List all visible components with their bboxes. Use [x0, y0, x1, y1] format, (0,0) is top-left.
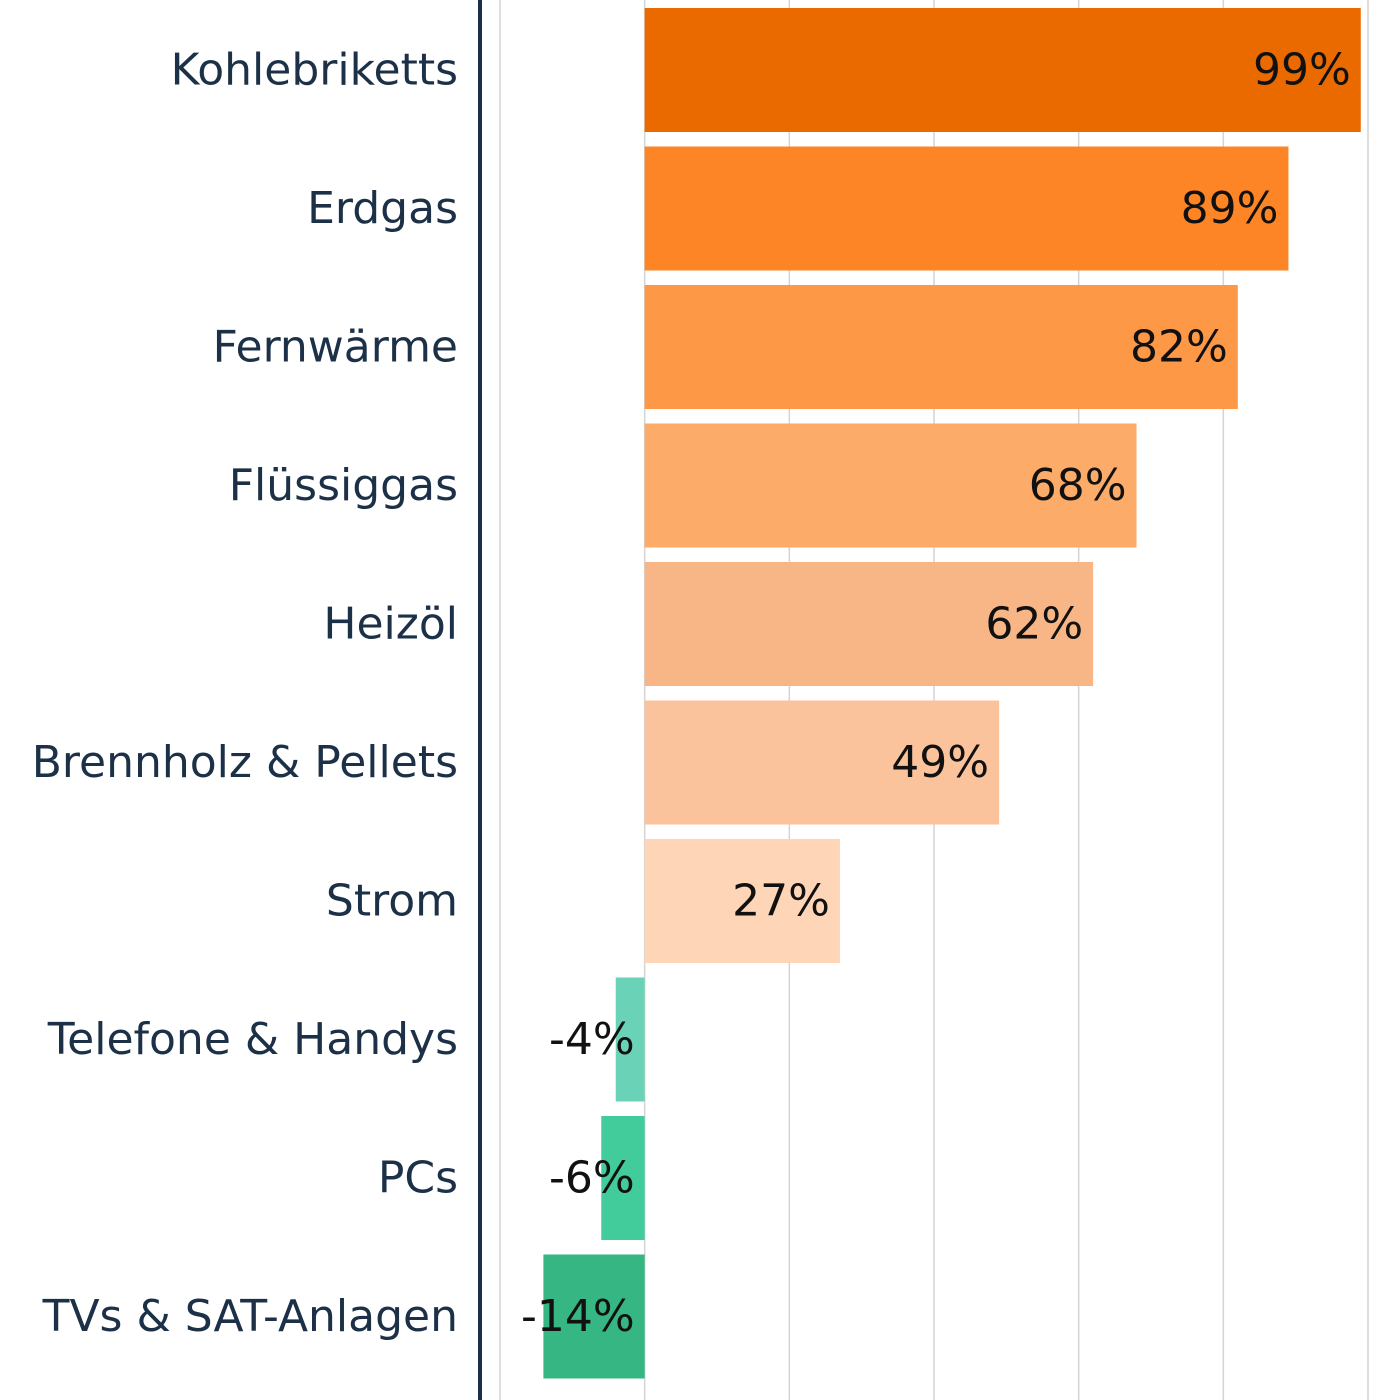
category-label: Fernwärme: [213, 322, 458, 373]
data-label: 89%: [1181, 183, 1279, 234]
data-label: -14%: [521, 1291, 635, 1342]
bar: [644, 285, 1238, 409]
bar: [543, 1254, 645, 1379]
category-label: Brennholz & Pellets: [32, 737, 458, 788]
value-labels: 99% 89% 82% 68% 62% 49% 27% -4% -6% -14%: [521, 45, 1351, 1343]
category-label: Heizöl: [323, 599, 458, 650]
data-label: 99%: [1253, 45, 1351, 96]
category-label: Flüssiggas: [229, 460, 458, 511]
bar: [644, 146, 1289, 271]
category-label: Strom: [326, 876, 458, 927]
bar: [644, 700, 1000, 825]
bar: [601, 1116, 645, 1240]
data-label: 49%: [891, 737, 989, 788]
category-label: Telefone & Handys: [47, 1014, 458, 1065]
bar: [644, 423, 1137, 548]
bar: [644, 8, 1361, 132]
bar: [644, 839, 840, 963]
data-label: 82%: [1130, 322, 1228, 373]
category-label: PCs: [378, 1153, 458, 1204]
bars: [543, 8, 1361, 1379]
data-label: 27%: [732, 876, 830, 927]
category-label: Erdgas: [307, 183, 458, 234]
category-label: Kohlebriketts: [171, 45, 458, 96]
category-label: TVs & SAT-Anlagen: [42, 1291, 458, 1342]
data-label: -4%: [549, 1014, 635, 1065]
data-label: -6%: [549, 1153, 635, 1204]
bar: [644, 562, 1094, 686]
bar: [615, 977, 645, 1102]
category-labels: Kohlebriketts Erdgas Fernwärme Flüssiggas He…: [32, 45, 458, 1343]
data-label: 62%: [985, 599, 1083, 650]
data-label: 68%: [1029, 460, 1127, 511]
